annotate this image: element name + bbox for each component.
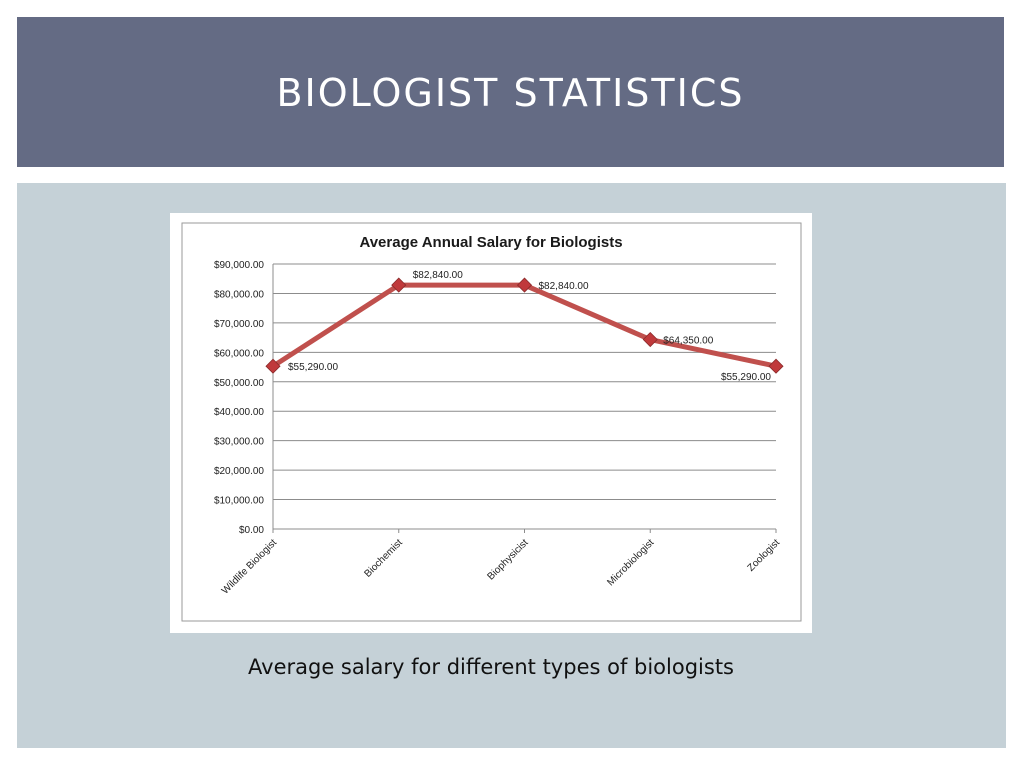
chart-frame: Average Annual Salary for Biologists $0.… bbox=[170, 213, 812, 633]
data-point-marker bbox=[516, 277, 533, 293]
data-label: $55,290.00 bbox=[721, 372, 771, 383]
chart-border bbox=[181, 222, 802, 622]
data-point-marker bbox=[642, 331, 658, 348]
gridlines bbox=[273, 263, 776, 501]
data-label: $55,290.00 bbox=[288, 362, 338, 373]
y-tick-label: $60,000.00 bbox=[214, 348, 264, 359]
data-point-marker bbox=[391, 277, 407, 293]
chart-title: Average Annual Salary for Biologists bbox=[359, 234, 622, 251]
series-markers bbox=[265, 277, 784, 374]
y-tick-label: $0.00 bbox=[239, 525, 264, 536]
data-label: $82,840.00 bbox=[539, 281, 589, 292]
axes bbox=[272, 264, 777, 533]
y-tick-label: $70,000.00 bbox=[214, 319, 264, 330]
slide-title: BIOLOGIST STATISTICS bbox=[276, 71, 745, 115]
y-tick-label: $90,000.00 bbox=[214, 260, 264, 271]
line-chart: Average Annual Salary for Biologists $0.… bbox=[181, 222, 802, 622]
y-tick-label: $30,000.00 bbox=[214, 437, 264, 448]
data-label: $64,350.00 bbox=[663, 336, 713, 347]
data-point-marker bbox=[265, 358, 281, 374]
data-labels: $55,290.00 $82,840.00 $82,840.00 $64,350.00… bbox=[288, 270, 771, 383]
y-tick-label: $50,000.00 bbox=[214, 378, 264, 389]
y-tick-label: $10,000.00 bbox=[214, 496, 264, 507]
title-bar: BIOLOGIST STATISTICS bbox=[17, 17, 1004, 167]
y-tick-label: $80,000.00 bbox=[214, 289, 264, 300]
y-tick-label: $40,000.00 bbox=[214, 407, 264, 418]
data-point-marker bbox=[768, 358, 784, 374]
y-tick-labels: $0.00 $10,000.00 $20,000.00 $30,000.00 $40,0… bbox=[214, 260, 264, 536]
slide-caption: Average salary for different types of bi… bbox=[248, 655, 734, 679]
y-tick-label: $20,000.00 bbox=[214, 466, 264, 477]
data-label: $82,840.00 bbox=[413, 270, 463, 281]
